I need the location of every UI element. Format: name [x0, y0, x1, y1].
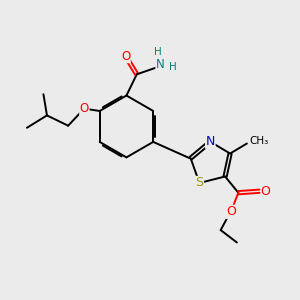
Text: S: S [196, 176, 203, 190]
Text: N: N [206, 135, 215, 148]
Text: O: O [260, 185, 270, 198]
Text: N: N [156, 58, 165, 71]
Text: CH₃: CH₃ [249, 136, 268, 146]
Text: H: H [169, 62, 177, 72]
Text: H: H [154, 47, 162, 57]
Text: O: O [121, 50, 130, 63]
Text: O: O [226, 205, 236, 218]
Text: O: O [80, 102, 89, 115]
